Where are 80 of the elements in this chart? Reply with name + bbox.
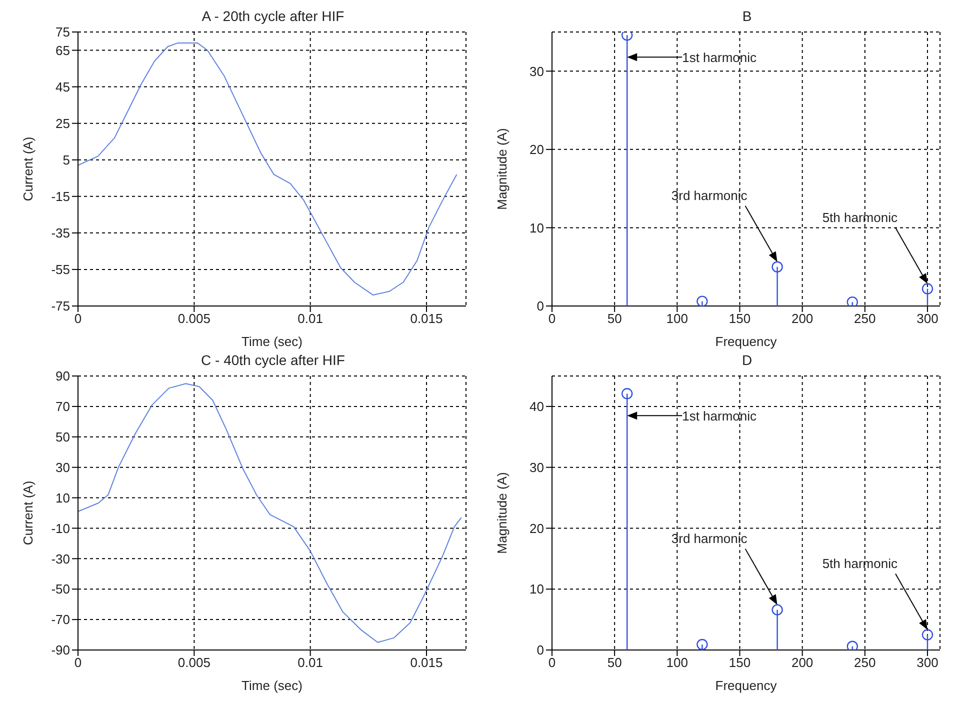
y-tick-label: -90	[51, 642, 70, 658]
x-tick-label: 0	[74, 311, 82, 326]
x-tick-label: 300	[916, 311, 938, 326]
y-tick-label: -75	[51, 298, 70, 314]
y-tick-label: 45	[56, 79, 70, 94]
y-tick-label: 10	[56, 490, 70, 506]
x-tick-label: 0	[548, 655, 556, 670]
x-tick-label: 0.015	[410, 311, 443, 326]
point	[772, 604, 783, 616]
annotation: 3rd harmonic	[671, 530, 748, 546]
y-tick-label: 0	[536, 642, 544, 658]
line-series	[78, 42, 458, 296]
annotation: 5th harmonic	[822, 210, 898, 225]
y-tick-label: 40	[530, 399, 544, 414]
y-tick-label: 90	[56, 368, 70, 384]
x-tick-label: 0	[548, 311, 556, 326]
x-tick-label: 0.005	[178, 655, 210, 670]
x-axis-title: Time (sec)	[242, 678, 302, 693]
x-tick-label: 0.005	[178, 311, 210, 326]
x-tick-label: 100	[666, 655, 688, 670]
x-tick-label: 0.01	[298, 311, 323, 326]
x-tick-label: 0.01	[298, 655, 323, 670]
point	[621, 388, 633, 400]
annotation: 1st harmonic	[682, 50, 758, 66]
y-tick-label: 10	[530, 220, 544, 236]
point	[922, 283, 934, 294]
chart-title: B	[741, 8, 753, 24]
x-axis-title: Frequency	[715, 678, 778, 693]
y-tick-label: 30	[530, 460, 544, 475]
x-tick-label: 200	[791, 311, 814, 326]
point	[772, 261, 783, 272]
x-axis-title: Frequency	[715, 334, 778, 349]
y-tick-label: 50	[56, 430, 70, 445]
y-tick-label: -50	[51, 582, 70, 597]
annotation: 1st harmonic	[682, 408, 758, 424]
y-axis-title: Magnitude (A)	[494, 128, 510, 210]
x-tick-label: 50	[607, 311, 622, 326]
point	[696, 296, 708, 306]
x-tick-label: 0	[74, 655, 82, 670]
y-tick-label: 5	[62, 152, 70, 168]
y-axis-title: Magnitude (A)	[494, 472, 510, 554]
chart-title: A - 20th cycle after HIF	[200, 8, 346, 24]
y-tick-label: 20	[530, 520, 544, 536]
chart-title: C - 40th cycle after HIF	[200, 352, 346, 368]
y-tick-label: -70	[51, 612, 70, 628]
x-tick-label: 300	[916, 655, 938, 670]
point	[621, 32, 633, 41]
x-tick-label: 50	[607, 655, 622, 670]
x-tick-label: 200	[791, 655, 814, 670]
chart-title: D	[740, 352, 754, 368]
point	[922, 629, 934, 640]
y-tick-label: 70	[56, 399, 70, 414]
point	[696, 638, 708, 650]
y-tick-label: 20	[530, 142, 544, 158]
y-tick-label: -10	[51, 520, 70, 536]
y-tick-label: -35	[51, 226, 70, 241]
y-tick-label: -15	[51, 189, 70, 204]
point	[846, 640, 858, 650]
y-tick-label: 30	[530, 64, 544, 79]
y-tick-label: 75	[56, 24, 70, 40]
y-axis-title: Current (A)	[20, 480, 36, 546]
x-tick-label: 250	[854, 655, 876, 670]
y-tick-label: 0	[536, 298, 544, 314]
y-tick-label: 10	[530, 582, 544, 597]
x-tick-label: 250	[854, 311, 876, 326]
x-tick-label: 100	[666, 311, 688, 326]
y-axis-title: Current (A)	[20, 136, 36, 202]
x-tick-label: 150	[728, 655, 751, 670]
y-tick-label: 30	[56, 460, 70, 475]
annotation: 3rd harmonic	[671, 188, 748, 203]
y-tick-label: 25	[56, 116, 70, 131]
y-tick-label: 65	[56, 42, 70, 58]
y-tick-label: -55	[51, 262, 70, 278]
line-series	[78, 383, 462, 643]
annotation: 5th harmonic	[822, 556, 898, 571]
y-tick-label: -30	[51, 551, 70, 566]
x-tick-label: 150	[728, 311, 751, 326]
point	[846, 296, 858, 306]
x-tick-label: 0.015	[410, 655, 443, 670]
x-axis-title: Time (sec)	[242, 334, 302, 349]
